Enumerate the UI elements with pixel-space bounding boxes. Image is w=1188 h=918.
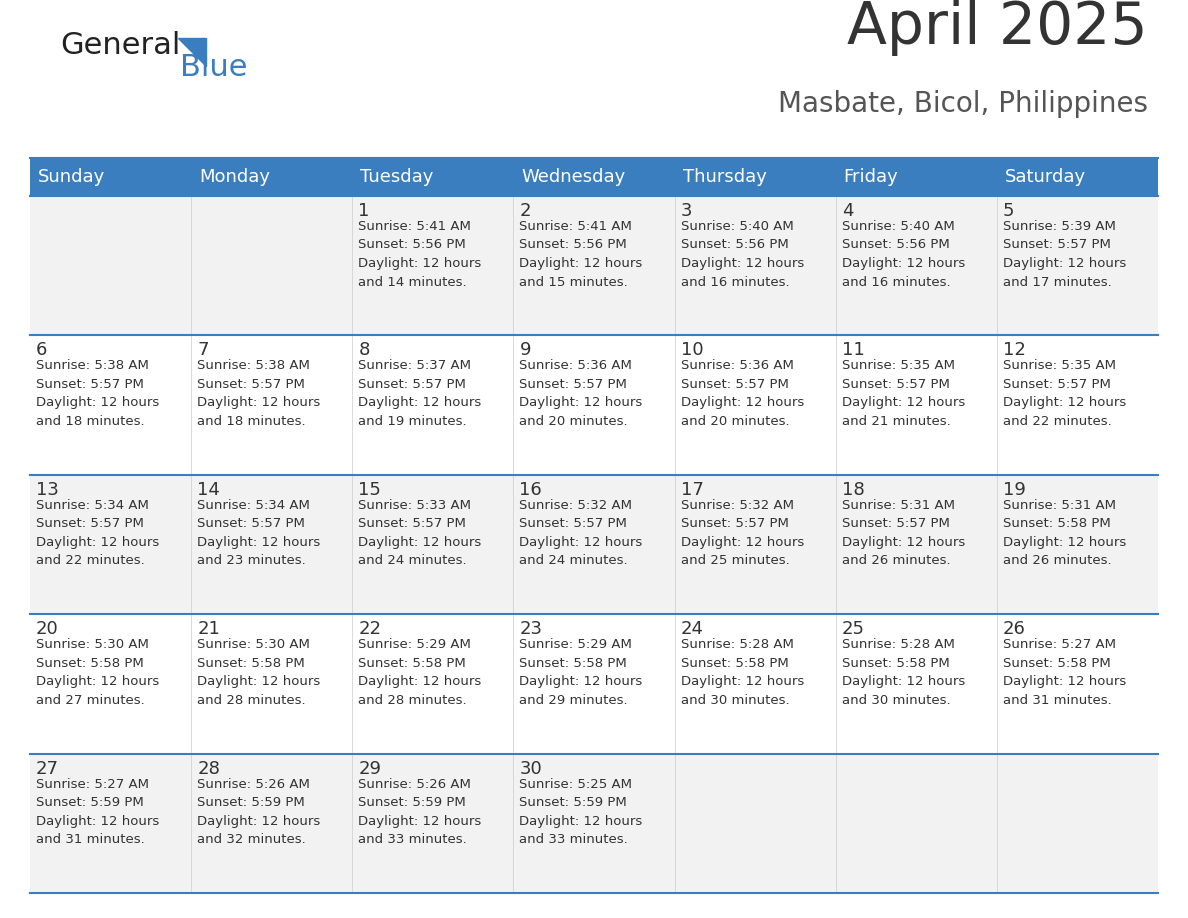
Text: Sunrise: 5:36 AM
Sunset: 5:57 PM
Daylight: 12 hours
and 20 minutes.: Sunrise: 5:36 AM Sunset: 5:57 PM Dayligh… xyxy=(519,360,643,428)
Text: 3: 3 xyxy=(681,202,693,220)
Text: 9: 9 xyxy=(519,341,531,360)
Text: Sunrise: 5:39 AM
Sunset: 5:57 PM
Daylight: 12 hours
and 17 minutes.: Sunrise: 5:39 AM Sunset: 5:57 PM Dayligh… xyxy=(1003,220,1126,288)
Text: 15: 15 xyxy=(359,481,381,498)
Text: Sunrise: 5:32 AM
Sunset: 5:57 PM
Daylight: 12 hours
and 25 minutes.: Sunrise: 5:32 AM Sunset: 5:57 PM Dayligh… xyxy=(681,498,804,567)
Text: Monday: Monday xyxy=(200,168,270,186)
Text: 27: 27 xyxy=(36,759,59,778)
Text: Sunrise: 5:27 AM
Sunset: 5:58 PM
Daylight: 12 hours
and 31 minutes.: Sunrise: 5:27 AM Sunset: 5:58 PM Dayligh… xyxy=(1003,638,1126,707)
Text: Sunrise: 5:26 AM
Sunset: 5:59 PM
Daylight: 12 hours
and 32 minutes.: Sunrise: 5:26 AM Sunset: 5:59 PM Dayligh… xyxy=(197,778,321,846)
Text: 24: 24 xyxy=(681,621,703,638)
Text: 21: 21 xyxy=(197,621,220,638)
Text: Sunrise: 5:29 AM
Sunset: 5:58 PM
Daylight: 12 hours
and 28 minutes.: Sunrise: 5:29 AM Sunset: 5:58 PM Dayligh… xyxy=(359,638,481,707)
Text: 7: 7 xyxy=(197,341,209,360)
Text: April 2025: April 2025 xyxy=(847,0,1148,56)
Text: Tuesday: Tuesday xyxy=(360,168,434,186)
Text: 26: 26 xyxy=(1003,621,1025,638)
Text: 28: 28 xyxy=(197,759,220,778)
Text: Sunrise: 5:30 AM
Sunset: 5:58 PM
Daylight: 12 hours
and 28 minutes.: Sunrise: 5:30 AM Sunset: 5:58 PM Dayligh… xyxy=(197,638,321,707)
Bar xyxy=(30,335,1158,475)
Text: 25: 25 xyxy=(842,621,865,638)
Bar xyxy=(30,196,1158,335)
Text: Friday: Friday xyxy=(843,168,898,186)
Text: Sunrise: 5:34 AM
Sunset: 5:57 PM
Daylight: 12 hours
and 23 minutes.: Sunrise: 5:34 AM Sunset: 5:57 PM Dayligh… xyxy=(197,498,321,567)
Text: Sunrise: 5:35 AM
Sunset: 5:57 PM
Daylight: 12 hours
and 21 minutes.: Sunrise: 5:35 AM Sunset: 5:57 PM Dayligh… xyxy=(842,360,965,428)
Text: 10: 10 xyxy=(681,341,703,360)
Text: Sunrise: 5:31 AM
Sunset: 5:57 PM
Daylight: 12 hours
and 26 minutes.: Sunrise: 5:31 AM Sunset: 5:57 PM Dayligh… xyxy=(842,498,965,567)
Text: 18: 18 xyxy=(842,481,865,498)
Text: Sunrise: 5:38 AM
Sunset: 5:57 PM
Daylight: 12 hours
and 18 minutes.: Sunrise: 5:38 AM Sunset: 5:57 PM Dayligh… xyxy=(36,360,159,428)
Text: 5: 5 xyxy=(1003,202,1015,220)
Text: Blue: Blue xyxy=(181,53,247,82)
Text: 30: 30 xyxy=(519,759,542,778)
Text: Sunrise: 5:30 AM
Sunset: 5:58 PM
Daylight: 12 hours
and 27 minutes.: Sunrise: 5:30 AM Sunset: 5:58 PM Dayligh… xyxy=(36,638,159,707)
Bar xyxy=(30,475,1158,614)
Text: 4: 4 xyxy=(842,202,853,220)
Text: Thursday: Thursday xyxy=(683,168,766,186)
Text: Sunrise: 5:41 AM
Sunset: 5:56 PM
Daylight: 12 hours
and 15 minutes.: Sunrise: 5:41 AM Sunset: 5:56 PM Dayligh… xyxy=(519,220,643,288)
Text: 22: 22 xyxy=(359,621,381,638)
Text: Saturday: Saturday xyxy=(1005,168,1086,186)
Text: 13: 13 xyxy=(36,481,59,498)
Text: Sunrise: 5:35 AM
Sunset: 5:57 PM
Daylight: 12 hours
and 22 minutes.: Sunrise: 5:35 AM Sunset: 5:57 PM Dayligh… xyxy=(1003,360,1126,428)
Text: 16: 16 xyxy=(519,481,542,498)
Text: Sunrise: 5:41 AM
Sunset: 5:56 PM
Daylight: 12 hours
and 14 minutes.: Sunrise: 5:41 AM Sunset: 5:56 PM Dayligh… xyxy=(359,220,481,288)
Text: 1: 1 xyxy=(359,202,369,220)
Text: Sunrise: 5:38 AM
Sunset: 5:57 PM
Daylight: 12 hours
and 18 minutes.: Sunrise: 5:38 AM Sunset: 5:57 PM Dayligh… xyxy=(197,360,321,428)
Bar xyxy=(30,754,1158,893)
Text: 2: 2 xyxy=(519,202,531,220)
Text: Sunrise: 5:28 AM
Sunset: 5:58 PM
Daylight: 12 hours
and 30 minutes.: Sunrise: 5:28 AM Sunset: 5:58 PM Dayligh… xyxy=(681,638,804,707)
Text: Sunrise: 5:37 AM
Sunset: 5:57 PM
Daylight: 12 hours
and 19 minutes.: Sunrise: 5:37 AM Sunset: 5:57 PM Dayligh… xyxy=(359,360,481,428)
Text: 17: 17 xyxy=(681,481,703,498)
Text: Masbate, Bicol, Philippines: Masbate, Bicol, Philippines xyxy=(778,90,1148,118)
Text: 11: 11 xyxy=(842,341,865,360)
Text: Sunday: Sunday xyxy=(38,168,106,186)
Text: Sunrise: 5:31 AM
Sunset: 5:58 PM
Daylight: 12 hours
and 26 minutes.: Sunrise: 5:31 AM Sunset: 5:58 PM Dayligh… xyxy=(1003,498,1126,567)
Text: 23: 23 xyxy=(519,621,543,638)
Text: Sunrise: 5:40 AM
Sunset: 5:56 PM
Daylight: 12 hours
and 16 minutes.: Sunrise: 5:40 AM Sunset: 5:56 PM Dayligh… xyxy=(681,220,804,288)
Text: 12: 12 xyxy=(1003,341,1025,360)
Text: Sunrise: 5:40 AM
Sunset: 5:56 PM
Daylight: 12 hours
and 16 minutes.: Sunrise: 5:40 AM Sunset: 5:56 PM Dayligh… xyxy=(842,220,965,288)
Bar xyxy=(30,614,1158,754)
Text: Sunrise: 5:26 AM
Sunset: 5:59 PM
Daylight: 12 hours
and 33 minutes.: Sunrise: 5:26 AM Sunset: 5:59 PM Dayligh… xyxy=(359,778,481,846)
Text: Sunrise: 5:25 AM
Sunset: 5:59 PM
Daylight: 12 hours
and 33 minutes.: Sunrise: 5:25 AM Sunset: 5:59 PM Dayligh… xyxy=(519,778,643,846)
Text: Wednesday: Wednesday xyxy=(522,168,626,186)
Text: Sunrise: 5:28 AM
Sunset: 5:58 PM
Daylight: 12 hours
and 30 minutes.: Sunrise: 5:28 AM Sunset: 5:58 PM Dayligh… xyxy=(842,638,965,707)
Text: 14: 14 xyxy=(197,481,220,498)
Text: 20: 20 xyxy=(36,621,58,638)
Text: Sunrise: 5:27 AM
Sunset: 5:59 PM
Daylight: 12 hours
and 31 minutes.: Sunrise: 5:27 AM Sunset: 5:59 PM Dayligh… xyxy=(36,778,159,846)
Polygon shape xyxy=(178,38,206,66)
Bar xyxy=(30,158,1158,196)
Text: 29: 29 xyxy=(359,759,381,778)
Text: 19: 19 xyxy=(1003,481,1025,498)
Text: 8: 8 xyxy=(359,341,369,360)
Text: Sunrise: 5:33 AM
Sunset: 5:57 PM
Daylight: 12 hours
and 24 minutes.: Sunrise: 5:33 AM Sunset: 5:57 PM Dayligh… xyxy=(359,498,481,567)
Text: Sunrise: 5:29 AM
Sunset: 5:58 PM
Daylight: 12 hours
and 29 minutes.: Sunrise: 5:29 AM Sunset: 5:58 PM Dayligh… xyxy=(519,638,643,707)
Text: Sunrise: 5:34 AM
Sunset: 5:57 PM
Daylight: 12 hours
and 22 minutes.: Sunrise: 5:34 AM Sunset: 5:57 PM Dayligh… xyxy=(36,498,159,567)
Text: Sunrise: 5:32 AM
Sunset: 5:57 PM
Daylight: 12 hours
and 24 minutes.: Sunrise: 5:32 AM Sunset: 5:57 PM Dayligh… xyxy=(519,498,643,567)
Text: Sunrise: 5:36 AM
Sunset: 5:57 PM
Daylight: 12 hours
and 20 minutes.: Sunrise: 5:36 AM Sunset: 5:57 PM Dayligh… xyxy=(681,360,804,428)
Text: General: General xyxy=(61,31,181,60)
Text: 6: 6 xyxy=(36,341,48,360)
